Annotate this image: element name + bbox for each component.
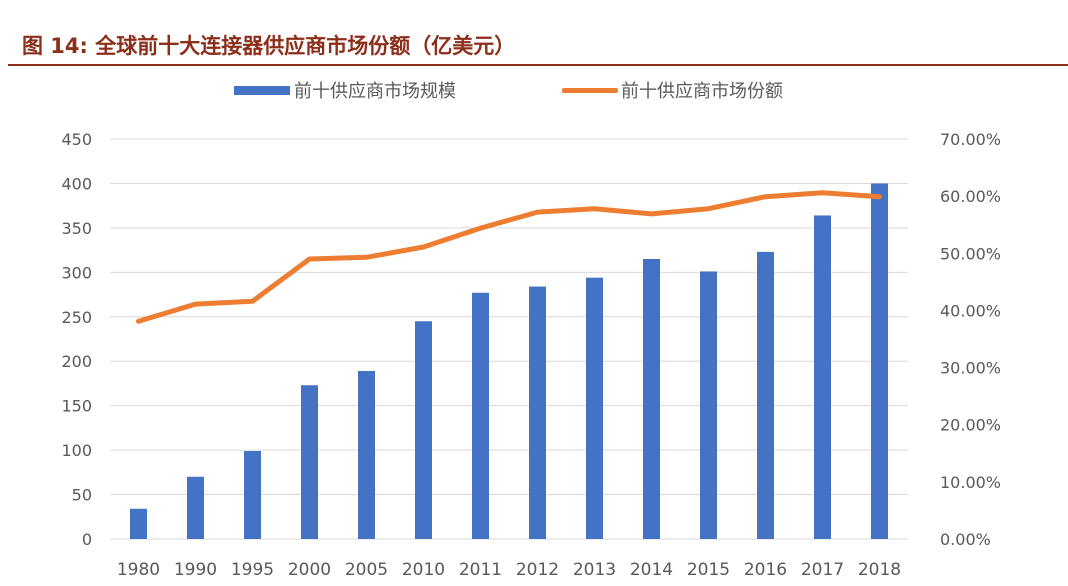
- x-tick-label: 2018: [858, 560, 901, 580]
- right-tick-label: 70.00%: [940, 130, 1001, 149]
- right-tick-label: 30.00%: [940, 359, 1001, 378]
- x-tick-label: 1980: [117, 560, 160, 580]
- x-tick-label: 1990: [174, 560, 217, 580]
- left-tick-label: 450: [61, 130, 92, 149]
- left-tick-label: 300: [61, 263, 92, 282]
- bar-2018: [871, 183, 888, 539]
- figure-title: 图 14: 全球前十大连接器供应商市场份额（亿美元）: [22, 34, 516, 58]
- left-tick-label: 0: [82, 530, 92, 549]
- title-rule: [8, 64, 1068, 66]
- bar-2015: [700, 271, 717, 539]
- right-tick-label: 60.00%: [940, 187, 1001, 206]
- bar-2013: [586, 277, 603, 539]
- x-tick-label: 2013: [573, 560, 616, 580]
- legend-label-bar: 前十供应商市场规模: [294, 81, 456, 102]
- bar-2014: [643, 259, 660, 539]
- left-tick-label: 200: [61, 352, 92, 371]
- x-tick-label: 2005: [345, 560, 388, 580]
- x-tick-label: 2011: [459, 560, 502, 580]
- right-tick-label: 10.00%: [940, 473, 1001, 492]
- bar-2010: [415, 321, 432, 539]
- share-line: [136, 190, 882, 324]
- x-tick-label: 2017: [801, 560, 844, 580]
- legend-label-line: 前十供应商市场份额: [621, 81, 783, 102]
- x-tick-label: 2000: [288, 560, 331, 580]
- right-tick-label: 40.00%: [940, 301, 1001, 320]
- right-tick-label: 0.00%: [940, 530, 991, 549]
- bar-2000: [301, 385, 318, 539]
- bar-2012: [529, 286, 546, 539]
- left-tick-label: 250: [61, 308, 92, 327]
- x-tick-label: 2012: [516, 560, 559, 580]
- bar-2017: [814, 215, 831, 539]
- x-tick-label: 2010: [402, 560, 445, 580]
- bar-2005: [358, 371, 375, 539]
- left-tick-label: 100: [61, 441, 92, 460]
- bar-2016: [757, 251, 774, 539]
- legend-swatch-bar: [234, 86, 290, 95]
- bar-1990: [187, 476, 204, 539]
- legend-swatch-line: [562, 88, 618, 93]
- x-tick-label: 1995: [231, 560, 274, 580]
- x-tick-label: 2015: [687, 560, 730, 580]
- x-tick-label: 2016: [744, 560, 787, 580]
- x-tick-label: 2014: [630, 560, 673, 580]
- left-tick-label: 350: [61, 219, 92, 238]
- bar-1980: [130, 508, 147, 539]
- right-tick-label: 50.00%: [940, 244, 1001, 263]
- legend: 前十供应商市场规模 前十供应商市场份额: [234, 81, 783, 102]
- left-tick-label: 50: [72, 486, 92, 505]
- left-tick-label: 150: [61, 397, 92, 416]
- left-tick-label: 400: [61, 174, 92, 193]
- right-tick-label: 20.00%: [940, 416, 1001, 435]
- bar-2011: [472, 292, 489, 539]
- bar-1995: [244, 451, 261, 539]
